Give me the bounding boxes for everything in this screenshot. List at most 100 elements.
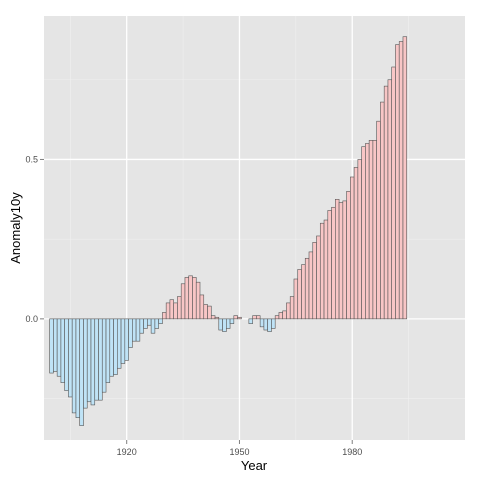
y-tick-label: 0.5	[25, 154, 38, 164]
bar	[252, 315, 257, 320]
bar	[180, 283, 186, 320]
bar	[237, 316, 242, 320]
bar	[282, 310, 287, 320]
bar	[83, 318, 88, 409]
bar	[94, 318, 99, 401]
bar	[203, 304, 208, 320]
bar	[297, 269, 302, 320]
bar	[376, 120, 381, 320]
bar	[68, 318, 73, 398]
bar	[60, 318, 65, 383]
bar	[64, 318, 69, 391]
bar	[327, 210, 332, 320]
bar	[90, 318, 96, 406]
bar	[195, 281, 201, 320]
bar	[248, 318, 253, 324]
bar	[98, 318, 103, 401]
bar	[184, 277, 190, 320]
bar	[214, 316, 220, 320]
bar	[124, 318, 129, 361]
bar	[173, 302, 178, 320]
bar	[139, 318, 144, 334]
bar	[271, 318, 276, 329]
bar	[116, 318, 122, 369]
y-axis-title: Anomaly10y	[8, 192, 23, 264]
bar	[286, 302, 291, 320]
bar	[147, 318, 152, 326]
bar	[229, 318, 235, 324]
bar	[256, 315, 261, 320]
bar	[154, 318, 159, 329]
bar	[289, 296, 295, 320]
bar	[177, 296, 182, 320]
bar	[120, 318, 126, 364]
bar	[319, 222, 325, 320]
bar	[380, 101, 385, 320]
bar	[199, 294, 205, 320]
bar	[316, 235, 321, 320]
bar	[365, 143, 370, 320]
bar	[304, 257, 310, 320]
bar	[346, 191, 351, 320]
x-axis-title: Year	[241, 458, 268, 473]
bar	[391, 66, 396, 320]
bar	[192, 277, 197, 320]
x-tick-label: 1920	[117, 447, 137, 457]
bar	[165, 302, 171, 320]
bar	[357, 159, 362, 320]
bar	[79, 318, 84, 426]
bar	[387, 79, 393, 320]
y-tick-label: 0.0	[25, 314, 38, 324]
bar	[323, 219, 329, 320]
bar	[342, 200, 347, 320]
bar	[368, 140, 374, 320]
x-tick-label: 1950	[229, 447, 249, 457]
bar	[188, 275, 193, 320]
bar	[338, 202, 344, 320]
bar	[49, 318, 54, 374]
bar	[372, 140, 377, 320]
bar	[71, 318, 77, 414]
bar	[222, 318, 227, 332]
bar	[331, 206, 336, 320]
bar	[278, 312, 283, 320]
bar	[350, 176, 355, 320]
bar	[53, 318, 58, 372]
bar	[86, 318, 92, 403]
x-tick-label: 1980	[342, 447, 362, 457]
bar	[75, 318, 81, 418]
bar	[210, 315, 216, 320]
bar	[135, 318, 141, 342]
axes: 1920 1950 1980 0.0 0.5	[25, 154, 362, 457]
bar	[395, 44, 400, 320]
bar	[353, 167, 359, 320]
bar	[56, 318, 62, 377]
bar	[132, 318, 137, 342]
bar	[158, 318, 163, 324]
bar	[207, 305, 212, 320]
bar	[162, 312, 167, 320]
bar	[128, 318, 133, 348]
bar	[402, 36, 408, 320]
bar	[312, 242, 317, 320]
bar	[169, 299, 174, 320]
bar	[263, 318, 268, 331]
bar	[274, 315, 280, 320]
bar	[267, 318, 272, 332]
bar	[308, 251, 314, 320]
bar	[335, 199, 340, 320]
bar	[301, 264, 306, 320]
bar	[233, 315, 238, 320]
bar	[383, 85, 389, 320]
bar	[218, 318, 223, 331]
bar	[105, 318, 111, 383]
bar	[398, 41, 404, 320]
bar	[150, 318, 156, 334]
bar	[259, 318, 265, 328]
bar	[109, 318, 114, 377]
bar	[293, 278, 299, 320]
bar	[143, 318, 148, 329]
bar	[361, 146, 366, 320]
